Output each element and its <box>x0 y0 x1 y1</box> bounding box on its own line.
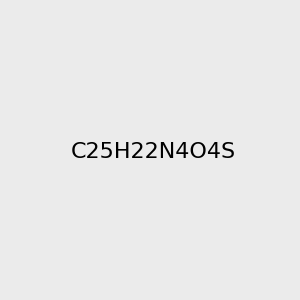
Text: C25H22N4O4S: C25H22N4O4S <box>71 142 236 161</box>
